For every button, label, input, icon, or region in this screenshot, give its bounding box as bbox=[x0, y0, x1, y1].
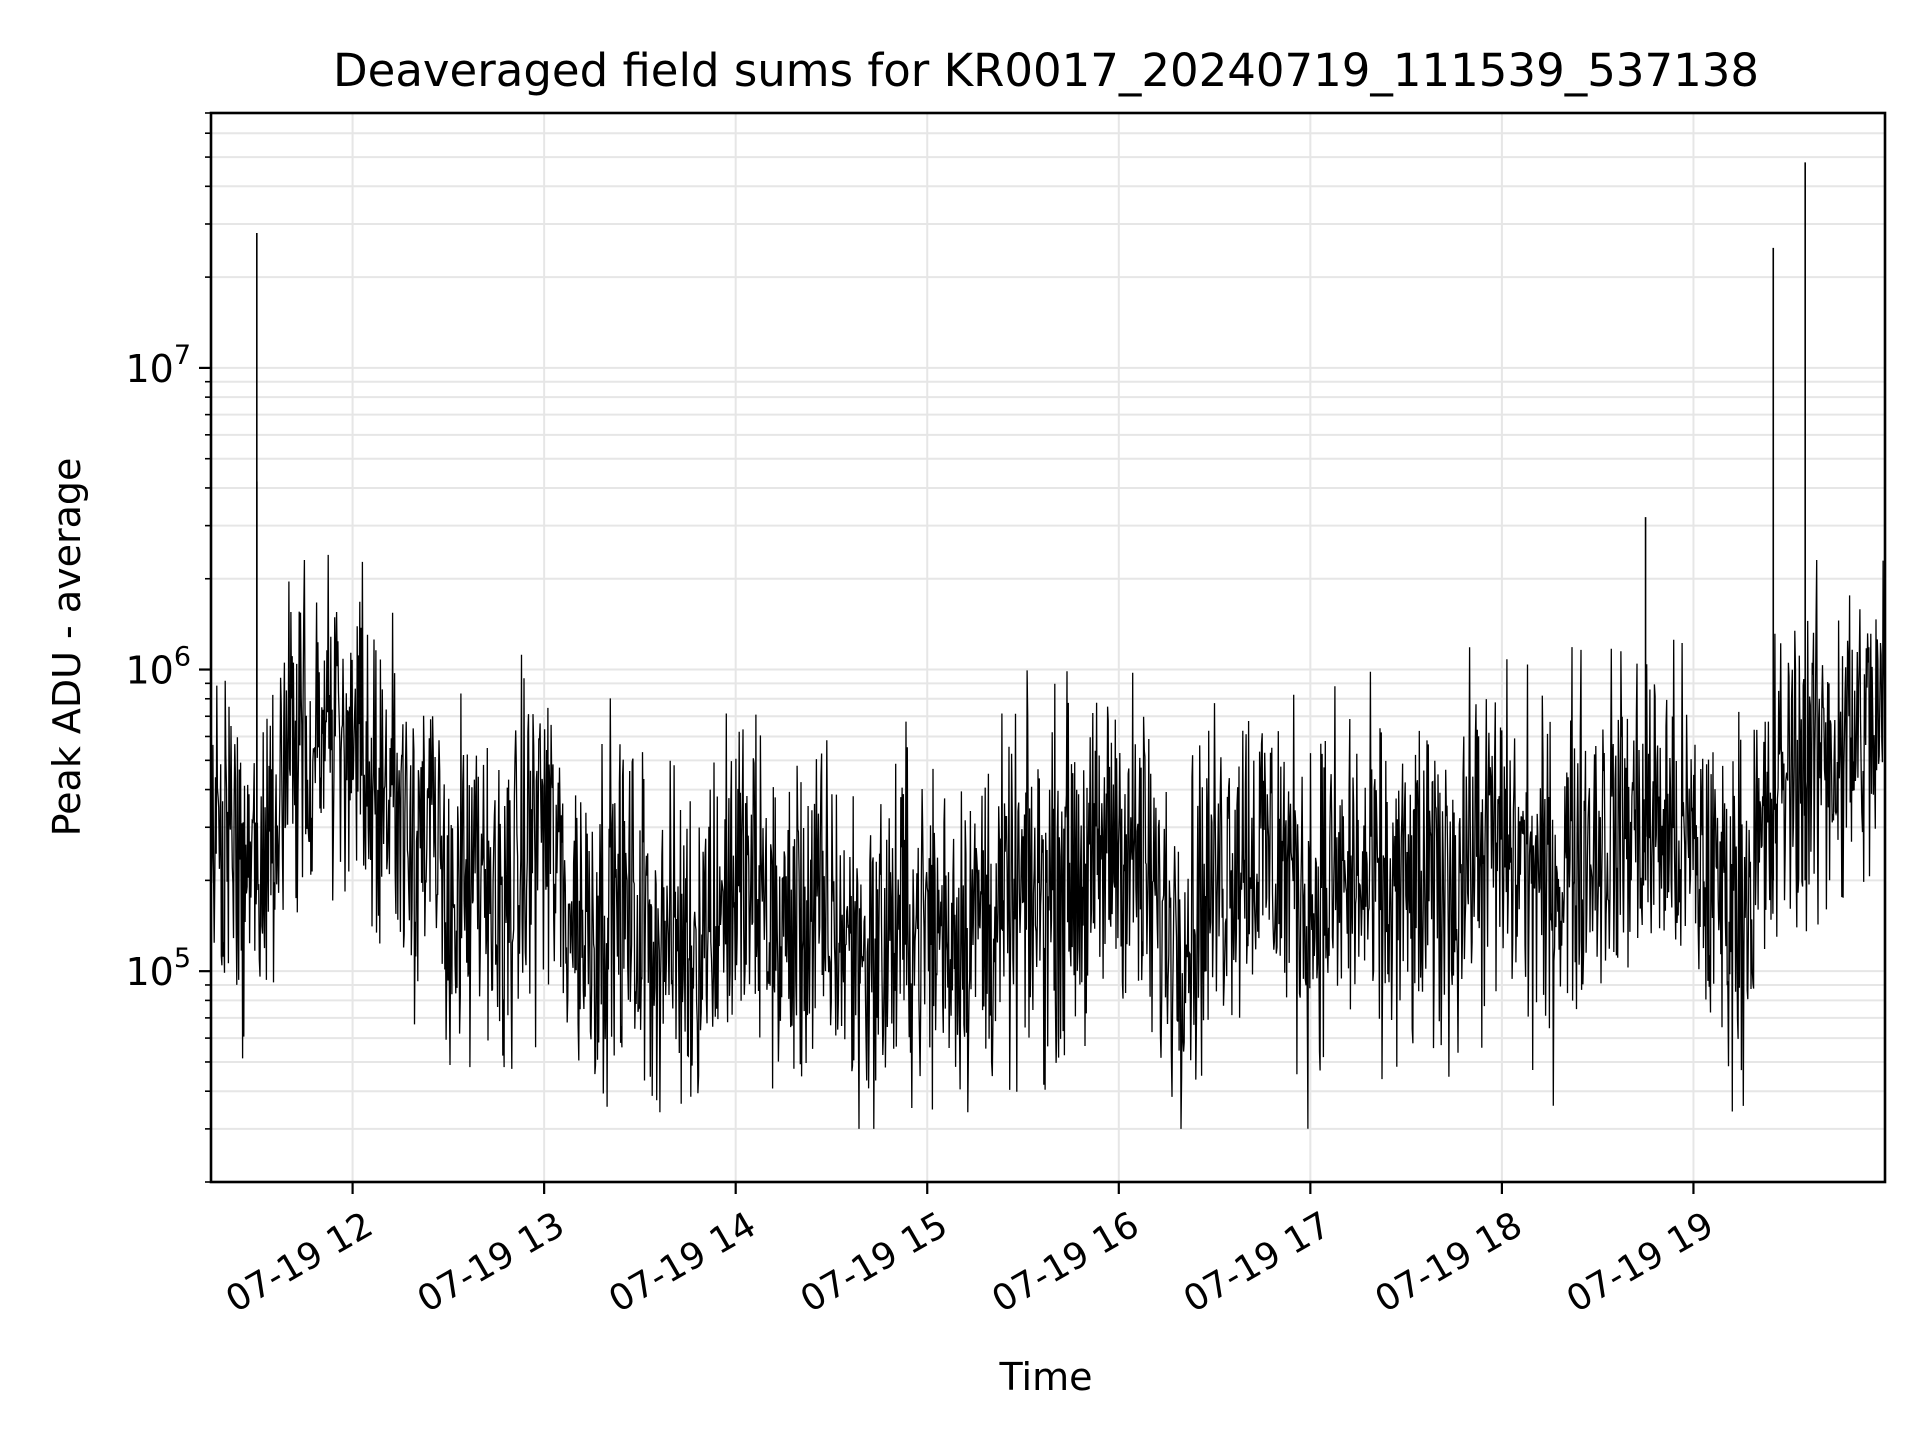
x-tick-label: 07-19 18 bbox=[1369, 1204, 1530, 1320]
x-axis-label: Time bbox=[999, 1355, 1093, 1399]
x-tick-label: 07-19 13 bbox=[411, 1204, 572, 1320]
series-line bbox=[210, 554, 1886, 1129]
y-axis-label: Peak ADU - average bbox=[45, 458, 89, 837]
spike-lines bbox=[256, 162, 1806, 881]
x-tick-label: 07-19 12 bbox=[219, 1204, 380, 1320]
y-tick-label: 105 bbox=[125, 943, 191, 994]
x-tick-label: 07-19 17 bbox=[1177, 1204, 1338, 1320]
x-axis-ticks: 07-19 12 07-19 13 07-19 14 07-19 15 07-19 16… bbox=[219, 1182, 1721, 1321]
x-tick-label: 07-19 19 bbox=[1560, 1204, 1721, 1320]
chart-title: Deaveraged field sums for KR0017_2024071… bbox=[333, 44, 1759, 97]
y-tick-label: 107 bbox=[125, 340, 191, 391]
y-axis-ticks: 105 106 107 bbox=[125, 112, 211, 1183]
plot-frame bbox=[209, 111, 1887, 1184]
x-tick-label: 07-19 15 bbox=[794, 1204, 955, 1320]
x-tick-label: 07-19 16 bbox=[985, 1204, 1146, 1320]
y-tick-label: 106 bbox=[125, 642, 191, 693]
x-tick-label: 07-19 14 bbox=[602, 1204, 763, 1320]
